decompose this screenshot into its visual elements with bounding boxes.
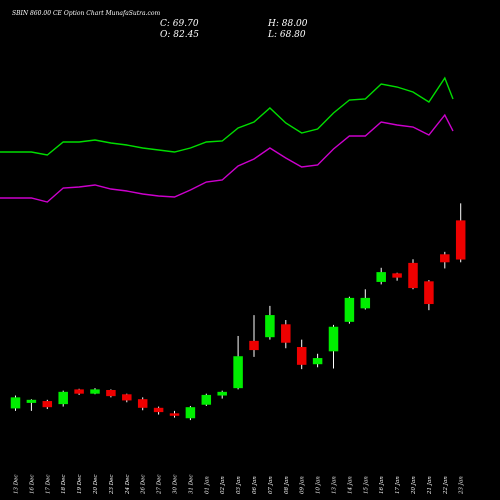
x-tick-label: 14 Jan — [347, 476, 353, 494]
candle — [344, 296, 355, 324]
x-tick-label: 13 Jan — [332, 476, 338, 494]
candle-body-up — [265, 315, 275, 338]
candle — [281, 320, 291, 349]
candle — [42, 399, 53, 410]
candle-body-down — [440, 254, 450, 263]
x-tick-label: 17 Jan — [395, 476, 401, 494]
candle-body-up — [360, 297, 371, 309]
candle — [328, 324, 339, 369]
candle — [376, 267, 386, 285]
x-tick-label: 17 Dec — [45, 475, 51, 495]
chart-title: SBIN 860.00 CE Option Chart MunafaSutra.… — [12, 10, 160, 17]
candle-body-down — [281, 324, 291, 343]
upper-band-line — [0, 76, 454, 156]
candle-body-down — [296, 347, 307, 365]
candle-body-down — [42, 401, 53, 408]
candle-body-up — [58, 391, 68, 405]
x-tick-label: 13 Dec — [14, 475, 20, 495]
x-tick-label: 24 Dec — [125, 475, 131, 496]
candle — [296, 339, 307, 370]
x-tick-label: 19 Dec — [77, 475, 83, 495]
candle-body-down — [169, 413, 180, 416]
x-tick-label: 03 Jan — [236, 476, 242, 494]
candle — [455, 203, 466, 263]
candle-body-down — [249, 340, 259, 351]
candle — [137, 397, 148, 411]
candle-body-up — [344, 297, 355, 322]
x-tick-label: 22 Jan — [443, 476, 449, 495]
x-tick-label: 18 Dec — [61, 475, 67, 495]
candle-body-down — [153, 407, 164, 413]
x-tick-label: 27 Dec — [157, 475, 163, 496]
candle-body-up — [312, 358, 323, 365]
candle-body-down — [106, 389, 116, 397]
high-label: H: 88.00 — [267, 19, 308, 29]
candle — [26, 399, 37, 411]
candle-body-up — [376, 272, 386, 282]
candle — [10, 395, 21, 411]
lower-band-line — [0, 113, 454, 203]
candle — [265, 305, 275, 340]
candle — [90, 388, 100, 395]
candle — [185, 405, 196, 421]
candle — [58, 390, 68, 407]
x-tick-label: 26 Dec — [141, 475, 147, 496]
candle-body-up — [10, 397, 21, 409]
candle-body-up — [185, 407, 196, 419]
x-tick-label: 10 Jan — [316, 476, 322, 494]
candle-body-down — [392, 273, 402, 278]
candle — [201, 393, 212, 406]
x-tick-label: 01 Jan — [204, 476, 210, 494]
candle — [233, 335, 243, 390]
close-label: C: 69.70 — [160, 19, 199, 29]
candle — [392, 272, 402, 281]
candle — [424, 280, 434, 311]
candle — [169, 410, 180, 418]
candle — [153, 406, 164, 415]
x-tick-label: 23 Jan — [459, 476, 465, 495]
indicator-bands — [0, 76, 454, 203]
x-tick-label: 21 Jan — [427, 476, 433, 495]
x-tick-label: 08 Jan — [284, 476, 290, 494]
x-tick-label: 30 Dec — [173, 475, 179, 495]
candle — [440, 251, 450, 269]
x-tick-label: 20 Dec — [93, 475, 99, 496]
candle — [408, 259, 418, 290]
candle-body-up — [26, 399, 37, 403]
x-tick-label: 15 Jan — [363, 476, 369, 494]
candle — [360, 289, 371, 310]
candle-body-up — [201, 394, 212, 405]
candle-body-down — [74, 389, 84, 394]
candle-body-down — [408, 262, 418, 289]
candle-body-down — [137, 399, 148, 408]
candle-body-up — [217, 391, 227, 396]
candle — [74, 388, 84, 395]
candle-body-up — [90, 389, 100, 394]
candle — [249, 315, 259, 357]
candle-body-down — [455, 220, 466, 260]
x-tick-label: 16 Jan — [379, 476, 385, 494]
x-tick-label: 23 Dec — [109, 475, 115, 496]
x-tick-label: 16 Dec — [29, 475, 35, 495]
candle — [217, 390, 227, 399]
candle-body-down — [122, 394, 132, 401]
x-tick-label: 20 Jan — [411, 476, 417, 495]
x-tick-label: 07 Jan — [268, 476, 274, 494]
candle — [122, 393, 132, 403]
x-tick-label: 06 Jan — [252, 476, 258, 494]
candle-body-up — [328, 326, 339, 352]
x-tick-label: 09 Jan — [300, 476, 306, 494]
open-label: O: 82.45 — [160, 30, 199, 40]
x-tick-label: 31 Dec — [188, 475, 194, 495]
candle-body-down — [424, 281, 434, 305]
candlestick-series — [10, 203, 466, 421]
candle — [106, 389, 116, 398]
x-axis-ticks: 13 Dec 16 Dec 17 Dec 18 Dec 19 Dec 20 Dec 23 D… — [14, 475, 465, 496]
low-label: L: 68.80 — [267, 30, 306, 40]
x-tick-label: 02 Jan — [220, 476, 226, 494]
candle-body-up — [233, 356, 243, 389]
candle — [312, 353, 323, 368]
